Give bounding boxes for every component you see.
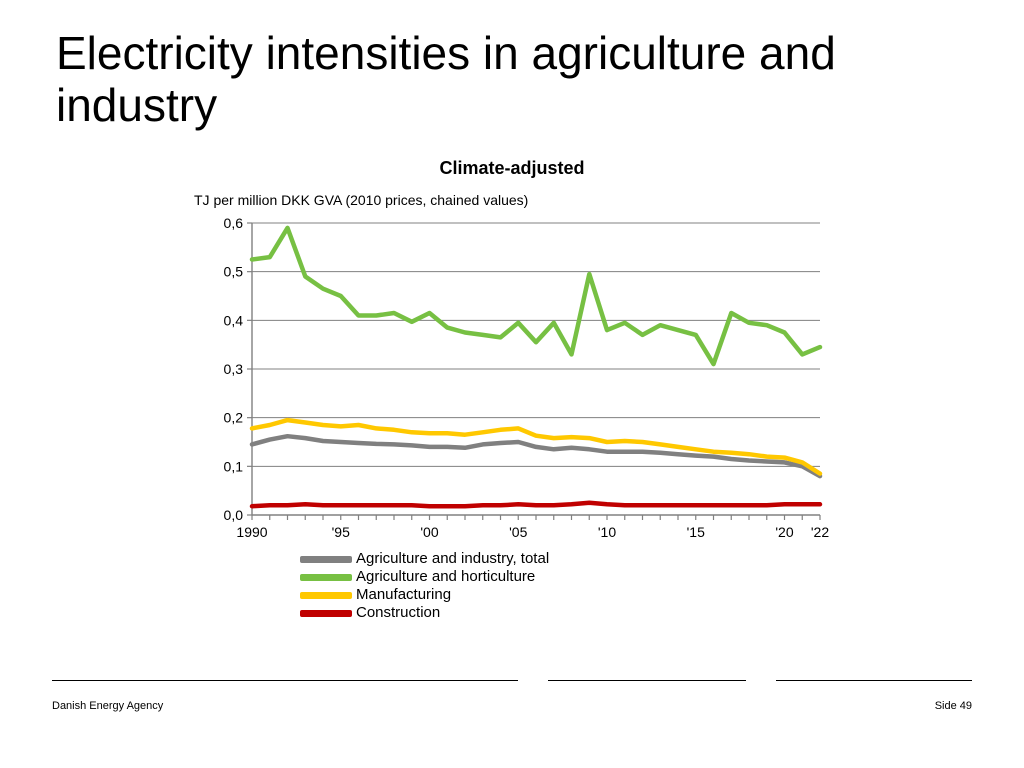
chart-title: Climate-adjusted — [0, 158, 1024, 179]
x-tick-label: '20 — [775, 524, 793, 540]
legend-label: Agriculture and horticulture — [356, 568, 535, 585]
x-tick-label: '00 — [420, 524, 438, 540]
footer-page-number: Side 49 — [935, 700, 972, 712]
series-line — [252, 503, 820, 506]
chart-legend: Agriculture and industry, totalAgricultu… — [300, 550, 549, 622]
x-tick-label: '95 — [332, 524, 350, 540]
legend-swatch — [300, 574, 352, 581]
chart-svg: 0,0 0,1 0,2 0,3 0,4 0,5 0,6 1990 '95 '00 '05 '10 '15… — [190, 215, 830, 545]
legend-swatch — [300, 556, 352, 563]
legend-swatch — [300, 610, 352, 617]
y-axis-label: TJ per million DKK GVA (2010 prices, cha… — [194, 192, 528, 208]
footer-source: Danish Energy Agency — [52, 700, 163, 712]
x-tick-label: 1990 — [236, 524, 267, 540]
y-tick-label: 0,5 — [224, 264, 244, 280]
slide-title: Electricity intensities in agriculture a… — [56, 28, 956, 131]
x-tick-label: '22 — [811, 524, 829, 540]
series-line — [252, 228, 820, 364]
legend-item: Manufacturing — [300, 586, 549, 604]
legend-label: Agriculture and industry, total — [356, 550, 549, 567]
footer-divider — [52, 680, 972, 681]
x-tick-label: '05 — [509, 524, 527, 540]
y-tick-label: 0,4 — [224, 312, 244, 328]
y-tick-label: 0,1 — [224, 458, 244, 474]
y-tick-label: 0,3 — [224, 361, 244, 377]
legend-item: Construction — [300, 604, 549, 622]
y-tick-label: 0,2 — [224, 410, 244, 426]
x-tick-label: '10 — [598, 524, 616, 540]
legend-label: Construction — [356, 604, 440, 621]
slide: Electricity intensities in agriculture a… — [0, 0, 1024, 768]
legend-label: Manufacturing — [356, 586, 451, 603]
legend-item: Agriculture and industry, total — [300, 550, 549, 568]
line-chart: 0,0 0,1 0,2 0,3 0,4 0,5 0,6 1990 '95 '00 '05 '10 '15… — [190, 215, 830, 545]
x-tick-label: '15 — [687, 524, 705, 540]
y-tick-label: 0,0 — [224, 507, 244, 523]
legend-swatch — [300, 592, 352, 599]
series-line — [252, 436, 820, 476]
legend-item: Agriculture and horticulture — [300, 568, 549, 586]
y-tick-label: 0,6 — [224, 215, 244, 231]
